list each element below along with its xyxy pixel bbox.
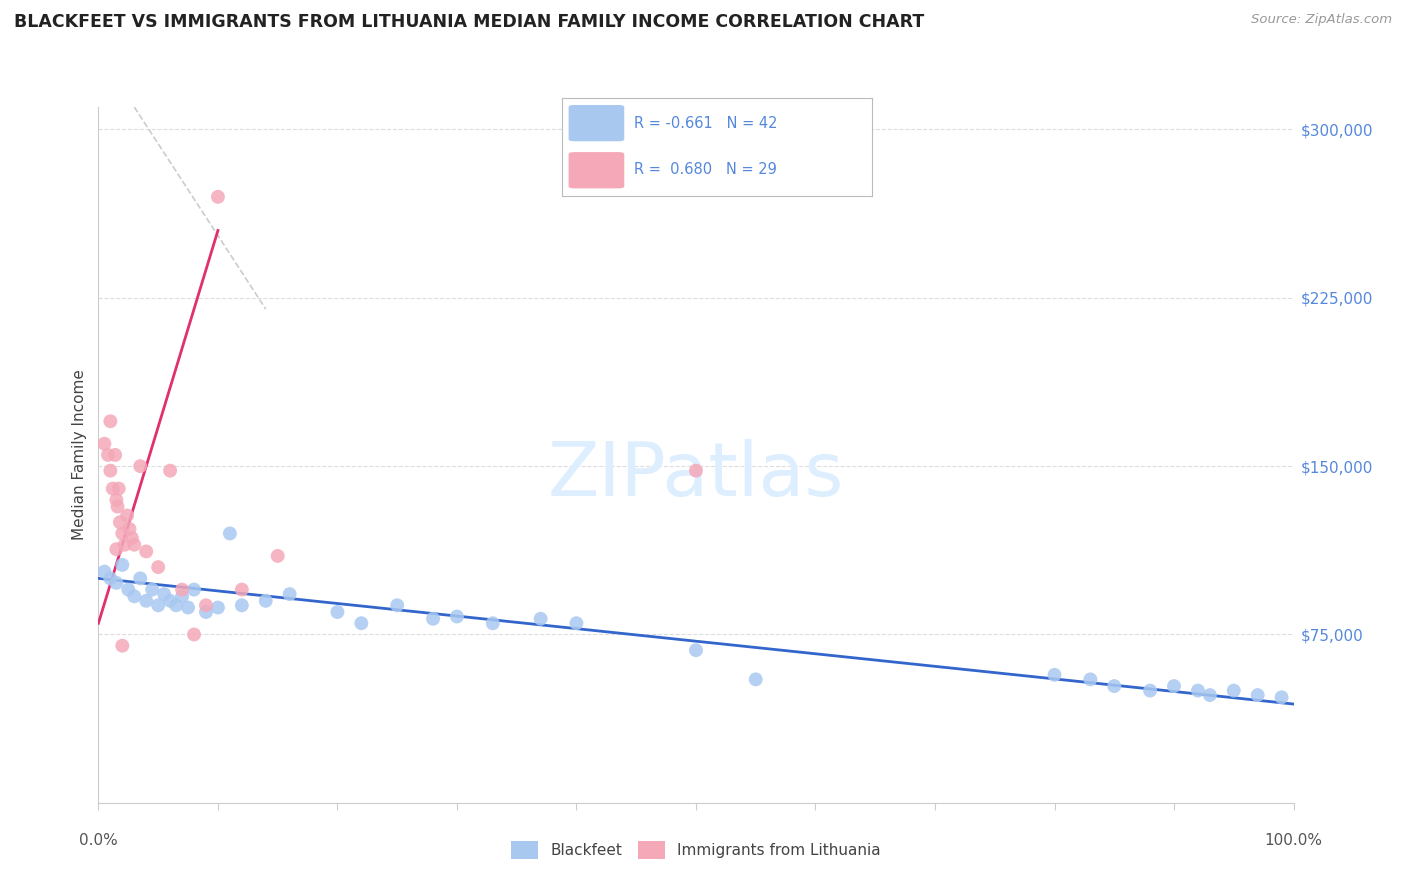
Point xyxy=(129,459,152,474)
Point xyxy=(93,565,115,579)
Point xyxy=(165,599,187,613)
Point xyxy=(105,492,128,507)
Text: 0.0%: 0.0% xyxy=(79,832,118,847)
Point xyxy=(183,627,205,641)
Point xyxy=(1080,673,1102,687)
Point xyxy=(385,599,409,613)
Point xyxy=(231,599,253,613)
Point xyxy=(97,448,120,462)
Point xyxy=(207,600,229,615)
Point xyxy=(135,594,157,608)
Y-axis label: Median Family Income: Median Family Income xyxy=(72,369,87,541)
Point xyxy=(1043,668,1066,682)
Point xyxy=(1271,690,1294,705)
Point xyxy=(194,599,218,613)
Point xyxy=(117,582,139,597)
Text: Source: ZipAtlas.com: Source: ZipAtlas.com xyxy=(1251,13,1392,27)
Point xyxy=(121,531,143,545)
Point xyxy=(124,538,146,552)
FancyBboxPatch shape xyxy=(568,105,624,141)
Point xyxy=(118,522,141,536)
Point xyxy=(446,609,468,624)
Point xyxy=(177,600,200,615)
Point xyxy=(105,575,128,590)
Point xyxy=(114,538,136,552)
Point xyxy=(124,590,146,604)
Point xyxy=(422,612,444,626)
Point xyxy=(104,448,127,462)
Point xyxy=(745,673,768,687)
Point xyxy=(141,582,163,597)
Point xyxy=(98,571,122,585)
Point xyxy=(207,190,229,204)
Point xyxy=(1187,683,1209,698)
Point xyxy=(107,482,129,496)
Point xyxy=(148,560,170,574)
Point xyxy=(1222,683,1246,698)
Point xyxy=(183,582,205,597)
Point xyxy=(219,526,242,541)
Point xyxy=(278,587,301,601)
Point xyxy=(254,594,277,608)
Point xyxy=(159,464,181,478)
Point xyxy=(148,599,170,613)
Point xyxy=(105,542,128,557)
Point xyxy=(1139,683,1161,698)
Point xyxy=(108,515,131,529)
Point xyxy=(685,643,707,657)
Point xyxy=(135,544,157,558)
Point xyxy=(529,612,551,626)
Point xyxy=(111,526,134,541)
Point xyxy=(153,587,176,601)
Point xyxy=(98,414,122,428)
Point xyxy=(326,605,349,619)
Point xyxy=(1163,679,1185,693)
FancyBboxPatch shape xyxy=(568,152,624,188)
Point xyxy=(267,549,290,563)
Point xyxy=(98,464,122,478)
Point xyxy=(111,639,134,653)
Point xyxy=(129,571,152,585)
Point xyxy=(101,482,124,496)
Point xyxy=(1198,688,1220,702)
Point xyxy=(172,590,194,604)
Text: ZIPatlas: ZIPatlas xyxy=(548,439,844,512)
Text: 100.0%: 100.0% xyxy=(1264,832,1323,847)
Point xyxy=(194,605,218,619)
Point xyxy=(1102,679,1125,693)
Point xyxy=(481,616,505,631)
Text: R = -0.661   N = 42: R = -0.661 N = 42 xyxy=(634,116,778,130)
Point xyxy=(159,594,181,608)
Point xyxy=(1246,688,1268,702)
Point xyxy=(107,500,129,514)
Point xyxy=(565,616,588,631)
Legend: Blackfeet, Immigrants from Lithuania: Blackfeet, Immigrants from Lithuania xyxy=(505,835,887,864)
Point xyxy=(93,436,115,450)
Point xyxy=(350,616,373,631)
Point xyxy=(111,558,134,572)
Point xyxy=(172,582,194,597)
Point xyxy=(231,582,253,597)
Text: BLACKFEET VS IMMIGRANTS FROM LITHUANIA MEDIAN FAMILY INCOME CORRELATION CHART: BLACKFEET VS IMMIGRANTS FROM LITHUANIA M… xyxy=(14,13,924,31)
Point xyxy=(115,508,138,523)
Point xyxy=(685,464,707,478)
Text: R =  0.680   N = 29: R = 0.680 N = 29 xyxy=(634,161,776,177)
